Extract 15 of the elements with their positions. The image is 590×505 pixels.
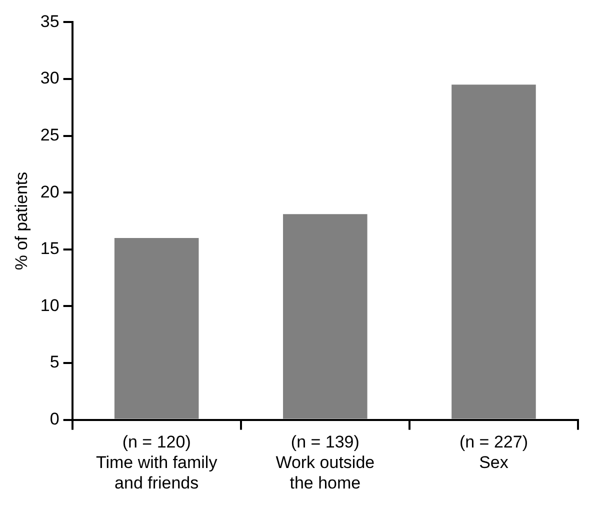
y-tick-label: 15 xyxy=(40,239,60,258)
x-tick-label: (n = 120) Time with family and friends xyxy=(96,432,218,492)
y-tick-label: 20 xyxy=(40,182,60,202)
bar xyxy=(114,238,199,419)
x-tick-label: (n = 227) Sex xyxy=(459,432,528,472)
bar xyxy=(452,84,536,419)
y-axis-title: % of patients xyxy=(12,172,31,270)
y-tick-label: 25 xyxy=(40,125,60,144)
y-tick-label: 10 xyxy=(40,296,60,315)
y-tick-label: 0 xyxy=(50,409,60,428)
y-tick-label: 5 xyxy=(50,352,60,372)
y-tick-label: 35 xyxy=(40,12,60,31)
x-tick-label: (n = 139) Work outside the home xyxy=(276,432,375,492)
y-tick-label: 30 xyxy=(40,68,60,88)
bar xyxy=(283,214,368,419)
